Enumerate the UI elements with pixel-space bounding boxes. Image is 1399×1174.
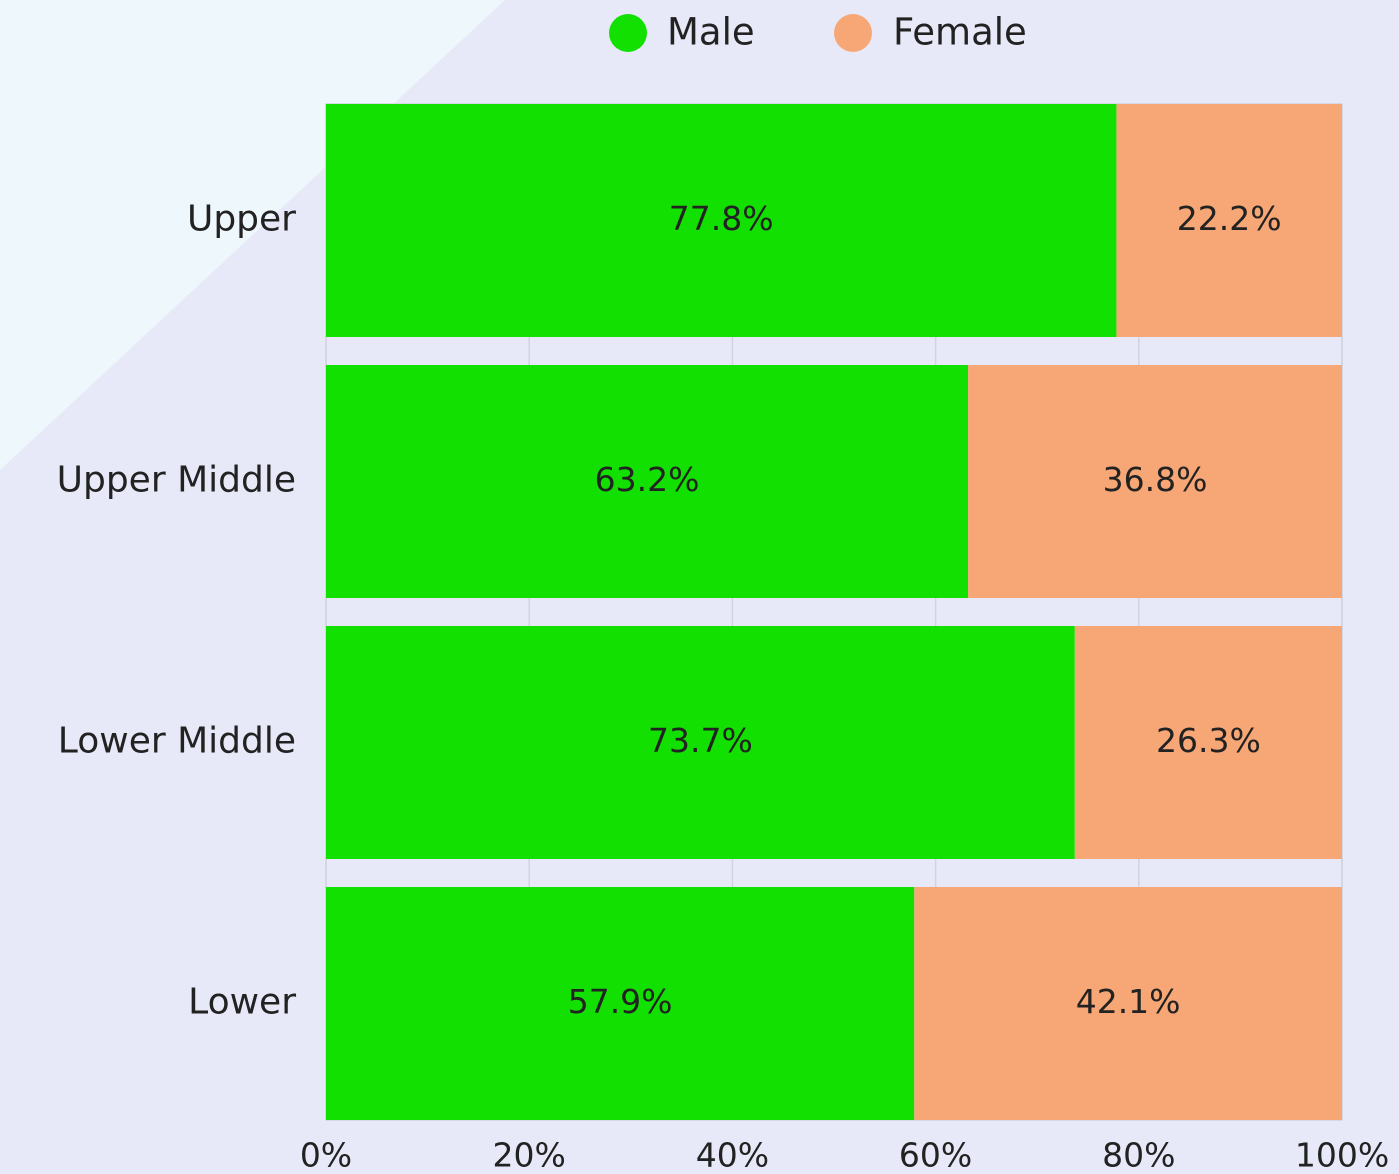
x-tick-label: 100% [1295,1136,1389,1174]
legend-marker [834,14,872,52]
legend-label: Female [893,11,1027,54]
data-label: 63.2% [595,460,700,499]
y-tick-label: Lower Middle [58,721,296,762]
x-tick-label: 0% [300,1136,352,1174]
y-tick-label: Lower [188,982,296,1023]
bar-segment [326,626,1075,859]
data-label: 57.9% [568,982,673,1021]
x-tick-label: 60% [899,1136,972,1174]
x-tick-label: 20% [493,1136,566,1174]
x-tick-label: 80% [1102,1136,1175,1174]
bar-segment [326,365,969,598]
bar-segment [1074,626,1342,859]
bar-segment [326,104,1117,337]
data-label: 77.8% [669,199,774,238]
labels: 0% 20% 40% 60% 80% 100% Upper 77.8% 22.2% Upper M… [57,11,1390,1174]
data-label: 22.2% [1177,199,1282,238]
bar-segment [914,887,1342,1120]
data-label: 36.8% [1103,460,1208,499]
bar-segment [326,887,915,1120]
x-tick-label: 40% [696,1136,769,1174]
bar-segment [968,365,1342,598]
bar-segment [1116,104,1342,337]
data-label: 73.7% [648,721,753,760]
legend-marker [609,14,647,52]
data-label: 26.3% [1156,721,1261,760]
legend-label: Male [667,11,755,54]
bars [326,104,1342,1120]
y-tick-label: Upper [187,199,296,240]
data-label: 42.1% [1076,982,1181,1021]
y-tick-label: Upper Middle [57,460,296,501]
